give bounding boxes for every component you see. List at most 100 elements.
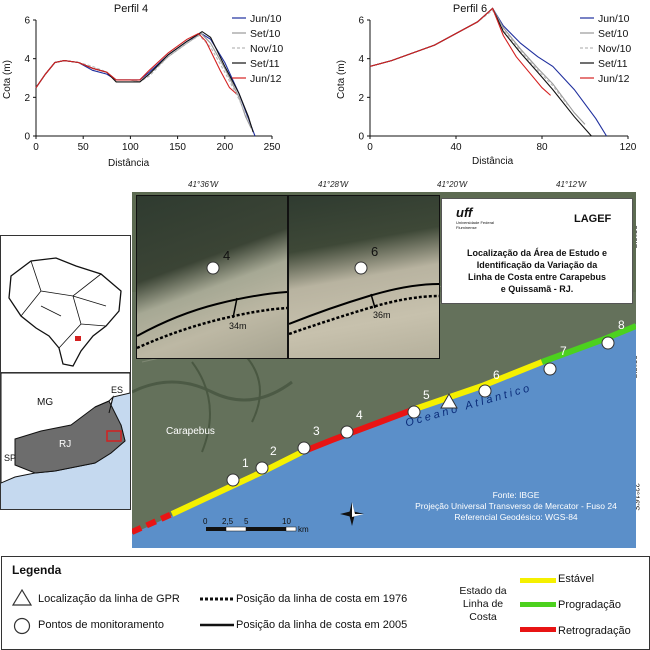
scale-label: 5 [244,517,249,526]
chart-plot: 0 40 80 120 0 2 4 6 Jun/10 Set/10 Nov/10 Set/11 Jun/… [358,7,637,153]
stream [191,361,211,453]
x-tick-label: 250 [264,142,281,153]
map-title: Localização da Área de Estudo e Identifi… [446,247,628,295]
point-label-4: 4 [356,408,363,422]
x-tick-label: 80 [536,142,548,153]
y-tick-label: 6 [358,16,364,27]
series-line-jun-12 [369,7,551,96]
legend-2005-label: Posição da linha de costa em 2005 [236,619,408,631]
series-line-jun-10 [35,32,256,137]
swatch-estavel [520,578,556,583]
series-line-nov-10 [35,34,249,121]
y-tick-label: 4 [358,54,364,65]
map-title-box: uff Universidade Federal Fluminense LAGE… [441,198,633,304]
source-line: Fonte: IBGE [492,490,540,500]
legend-retrogradacao-label: Retrogradação [558,625,631,637]
legend-box: Legenda Localização da linha de GPR Pont… [1,556,650,650]
legend-1976-label: Posição da linha de costa em 1976 [236,593,408,605]
legend-entry: Set/11 [598,58,628,70]
state-label-es: ES [111,385,124,395]
series-line-set-11 [35,30,254,133]
x-tick-label: 0 [33,142,39,153]
scale-label: 10 [282,517,291,526]
legend-entry: Jun/10 [250,13,282,25]
legend-progradacao-label: Progradação [558,599,621,611]
ocean-area [132,324,636,548]
locator-highlight [75,336,81,341]
chart-title: Perfil 4 [113,3,149,15]
inset6-number: 6 [371,244,379,259]
solid-line-icon [200,623,234,627]
monitoring-point-icon [340,425,354,439]
dotted-line-icon [200,597,234,601]
uff-logo: uff Universidade Federal Fluminense [456,205,496,230]
monitoring-point-icon [226,473,240,487]
rj-highlight [106,430,122,442]
scale-bar [206,526,297,532]
swatch-retrogradacao [520,627,556,632]
monitoring-circle-icon [13,617,31,635]
state-label-mg: MG [37,397,54,408]
y-tick-label: 0 [24,132,30,143]
locator-brazil [0,235,131,374]
legend-state-title: Estado da Linha de Costa [459,585,507,623]
x-tick-label: 40 [450,142,462,153]
series-line-jun-10 [369,7,607,137]
inset4-distance: 34m [229,321,247,331]
chart-perfil-4: Perfil 4 Cota (m) Distância 0 50 100 150 200… [0,0,320,175]
y-tick-label: 4 [24,54,30,65]
map-title-line: Linha de Costa entre Carapebus [467,272,607,282]
state-label-sp: SP [4,453,17,463]
chart-perfil-6: Perfil 6 Cota (m) Distância 0 40 80 120 0 2 4 6… [330,0,650,175]
inset-lines [289,261,439,336]
point-label-8: 8 [618,318,625,332]
town-label: Carapebus [166,426,215,437]
point-label-7: 7 [560,344,567,358]
coord-top-4: 41°12'W [556,180,587,189]
uff-logo-text: uff [456,205,473,220]
coastline-retrogradacao [130,511,174,535]
x-tick-label: 150 [169,142,186,153]
source-line: Projeção Universal Transverso de Mercato… [415,501,617,511]
state-label-rj: RJ [59,439,72,450]
chart-title: Perfil 6 [452,3,488,15]
swatch-progradacao [520,602,556,607]
inset6-distance: 36m [373,310,391,320]
x-tick-label: 50 [78,142,90,153]
coord-top-1: 41°36'W [188,180,219,189]
monitoring-point-icon [407,405,421,419]
y-tick-label: 2 [24,93,30,104]
inset-photo-4: 4 34m [136,195,288,359]
legend-entry: Jun/12 [598,73,630,85]
lagef-logo: LAGEF [574,213,612,225]
monitoring-point-icon [255,461,269,475]
gpr-triangle-icon [12,589,32,606]
scale-label: 0 [203,517,208,526]
y-tick-label: 0 [358,132,364,143]
inset-lines [137,261,287,350]
monitoring-point-icon [478,384,492,398]
river [131,380,293,402]
map-title-line: Identificação da Variação da [476,260,598,270]
legend-entry: Set/10 [250,28,281,40]
chart-plot: 0 50 100 150 200 250 0 2 4 6 Jun/10 Set/10 Nov/10 Set… [24,13,283,153]
coord-top-3: 41°20'W [437,180,468,189]
x-tick-label: 120 [620,142,637,153]
source-line: Referencial Geodésico: WGS-84 [454,512,578,522]
coastline-retrogradacao [300,407,414,455]
legend-estavel-label: Estável [558,573,595,585]
series-line-jun-12 [35,32,237,94]
point-label-6: 6 [493,368,500,382]
legend-entry: Jun/12 [250,73,282,85]
coord-top-2: 41°28'W [318,180,349,189]
north-arrow-icon [340,502,364,526]
locator-rj: MG ES RJ SP [0,372,131,510]
rj-outline [0,372,131,484]
monitoring-point-icon [297,441,311,455]
gpr-line-icon [440,392,458,409]
point-label-1: 1 [242,456,249,470]
map-title-line: e Quissamã - RJ. [500,284,574,294]
monitoring-point-icon [543,362,557,376]
scale-label: 2,5 [222,517,234,526]
map-source: Fonte: IBGE Projeção Universal Transvers… [396,490,636,523]
